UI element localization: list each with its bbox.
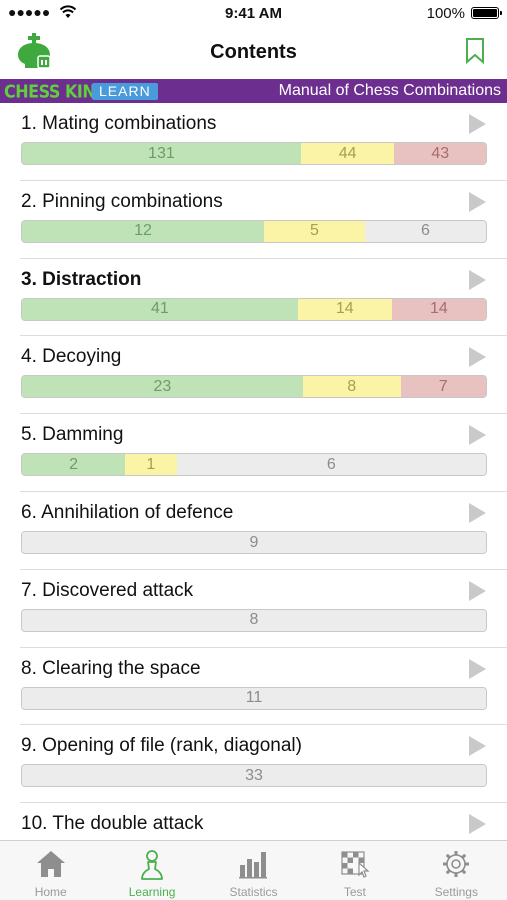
- tab-label: Settings: [434, 885, 478, 899]
- book-title: Manual of Chess Combinations: [278, 82, 501, 99]
- battery-icon: [471, 7, 502, 19]
- row-divider: [20, 568, 507, 570]
- wifi-icon: [60, 5, 76, 18]
- chapter-row[interactable]: 10. The double attack: [0, 803, 507, 840]
- chapter-row[interactable]: 5. Damming 2 1 6: [0, 414, 507, 492]
- row-divider: [20, 724, 507, 726]
- chess-king-logo-icon[interactable]: [14, 32, 54, 72]
- progress-bar: 12 5 6: [21, 219, 487, 243]
- tab-home[interactable]: Home: [0, 841, 101, 900]
- row-divider: [20, 490, 507, 492]
- chapter-title: 10. The double attack: [21, 813, 204, 835]
- play-icon[interactable]: [469, 114, 486, 134]
- row-divider: [20, 646, 507, 648]
- progress-segment-yellow: 44: [300, 143, 395, 164]
- play-icon[interactable]: [469, 736, 486, 757]
- play-icon[interactable]: [469, 580, 486, 601]
- brand-name: CHESS KING: [4, 81, 108, 102]
- chapter-row[interactable]: 6. Annihilation of defence 9: [0, 492, 507, 570]
- status-time: 9:41 AM: [225, 5, 282, 22]
- progress-bar: 33: [21, 764, 487, 788]
- chapter-title: 3. Distraction: [21, 268, 142, 290]
- learn-badge: LEARN: [92, 83, 158, 100]
- progress-segment-gray: 6: [364, 220, 486, 242]
- progress-bar: 41 14 14: [21, 297, 487, 321]
- progress-bar: 131 44 43: [21, 142, 487, 165]
- tab-settings[interactable]: Settings: [406, 841, 507, 900]
- progress-bar: 11: [21, 686, 487, 710]
- progress-segment-green: 12: [22, 220, 265, 242]
- chapter-row[interactable]: 7. Discovered attack 8: [0, 570, 507, 648]
- chapter-row[interactable]: 4. Decoying 23 8 7: [0, 336, 507, 415]
- progress-bar: 23 8 7: [21, 375, 487, 399]
- chapter-title: 5. Damming: [21, 424, 124, 446]
- progress-segment-red: 43: [394, 143, 486, 164]
- progress-segment-red: 7: [400, 376, 486, 398]
- chapter-title: 4. Decoying: [21, 346, 122, 368]
- progress-segment-green: 41: [22, 298, 298, 320]
- progress-segment-yellow: 1: [125, 454, 177, 476]
- row-divider: [20, 413, 507, 415]
- progress-bar: 8: [21, 608, 487, 632]
- bookmark-icon[interactable]: [465, 38, 485, 64]
- row-divider: [20, 257, 507, 259]
- chapter-row[interactable]: 9. Opening of file (rank, diagonal) 33: [0, 725, 507, 804]
- home-icon: [36, 851, 65, 877]
- chapter-row[interactable]: 3. Distraction 41 14 14: [0, 259, 507, 337]
- chapter-row[interactable]: 1. Mating combinations 131 44 43: [0, 103, 507, 181]
- page-title: Contents: [210, 41, 297, 63]
- status-bar: ●●●●● 9:41 AM 100%: [0, 0, 507, 28]
- tab-label: Home: [34, 885, 67, 899]
- progress-segment-gray: 9: [22, 532, 486, 553]
- chapter-row[interactable]: 8. Clearing the space 11: [0, 648, 507, 726]
- row-divider: [20, 179, 507, 181]
- battery-percent: 100%: [426, 5, 465, 22]
- progress-segment-green: 131: [22, 143, 301, 164]
- tab-statistics[interactable]: Statistics: [203, 841, 304, 900]
- play-icon[interactable]: [469, 347, 486, 368]
- chapter-title: 9. Opening of file (rank, diagonal): [21, 735, 302, 757]
- chapter-title: 8. Clearing the space: [21, 657, 201, 679]
- progress-segment-green: 23: [22, 376, 303, 398]
- play-icon[interactable]: [469, 269, 486, 290]
- chapter-title: 7. Discovered attack: [21, 579, 194, 601]
- tab-bar: Home Learning Statistics Test: [0, 840, 507, 900]
- play-icon[interactable]: [469, 425, 486, 446]
- tab-test[interactable]: Test: [304, 841, 405, 900]
- tab-label: Test: [343, 885, 366, 899]
- tab-label: Learning: [128, 885, 176, 899]
- play-icon[interactable]: [469, 503, 486, 523]
- chapter-title: 6. Annihilation of defence: [21, 502, 234, 523]
- row-divider: [20, 335, 507, 337]
- progress-segment-red: 14: [391, 298, 486, 320]
- play-icon[interactable]: [469, 658, 486, 679]
- brand-banner: CHESS KING LEARN Manual of Chess Combina…: [0, 79, 507, 103]
- chapter-row[interactable]: 2. Pinning combinations 12 5 6: [0, 181, 507, 259]
- progress-segment-gray: 6: [176, 454, 486, 476]
- progress-segment-gray: 33: [22, 765, 486, 787]
- chapter-title: 1. Mating combinations: [21, 113, 217, 134]
- gear-icon: [443, 851, 470, 877]
- tab-learning[interactable]: Learning: [101, 841, 202, 900]
- progress-segment-gray: 11: [22, 687, 486, 709]
- row-divider: [20, 802, 507, 804]
- tab-label: Statistics: [229, 885, 278, 899]
- pawn-icon: [141, 850, 163, 880]
- progress-bar: 9: [21, 531, 487, 554]
- progress-segment-yellow: 8: [302, 376, 401, 398]
- progress-segment-green: 2: [22, 454, 126, 476]
- chapter-list[interactable]: 1. Mating combinations 131 44 43 2. Pinning …: [0, 103, 507, 840]
- progress-segment-gray: 8: [22, 609, 486, 631]
- progress-segment-yellow: 5: [264, 220, 365, 242]
- bar-chart-icon: [239, 852, 268, 879]
- chessboard-test-icon: [341, 851, 370, 878]
- play-icon[interactable]: [469, 814, 486, 835]
- play-icon[interactable]: [469, 191, 486, 212]
- chapter-title: 2. Pinning combinations: [21, 190, 223, 212]
- navigation-bar: Contents: [0, 28, 507, 78]
- signal-strength: ●●●●●: [8, 4, 51, 20]
- progress-segment-yellow: 14: [297, 298, 392, 320]
